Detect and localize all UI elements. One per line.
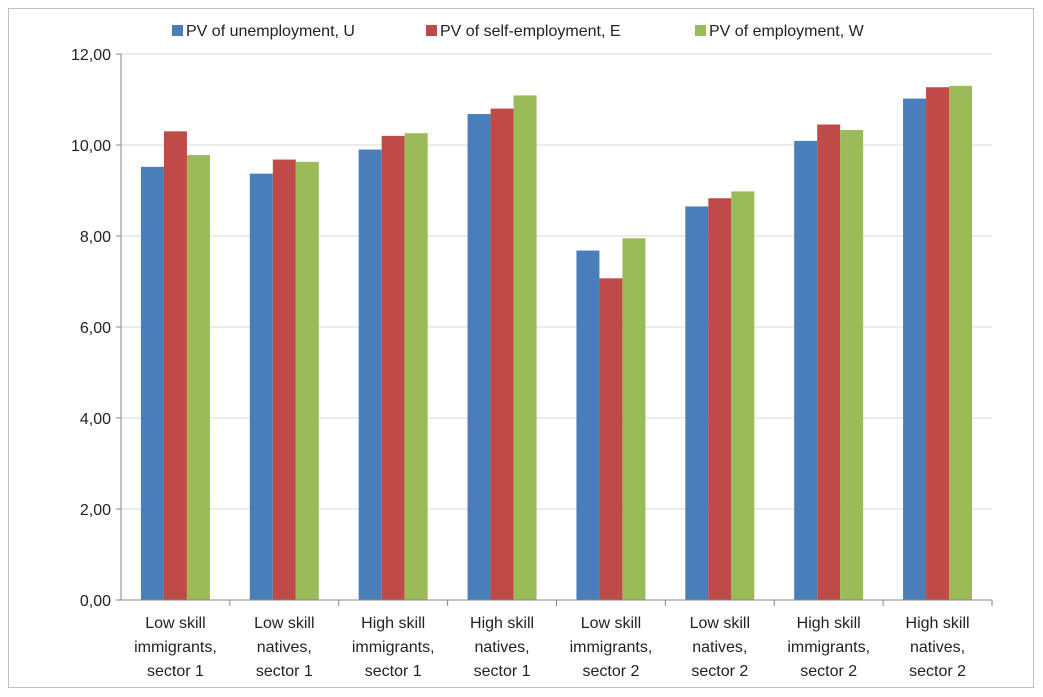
legend-label: PV of unemployment, U [186, 23, 355, 40]
y-tick-label: 10,00 [71, 138, 111, 155]
bar-employment [840, 129, 864, 601]
bar-self-employment [272, 159, 296, 600]
legend-swatch [426, 25, 437, 36]
x-category-label: Low skill natives, sector 1 [254, 615, 314, 680]
y-tick-label: 8,00 [80, 229, 111, 246]
bars [140, 85, 973, 601]
bar-employment [949, 85, 973, 601]
bar-self-employment [926, 87, 950, 601]
legend-label: PV of employment, W [709, 23, 865, 40]
bar-unemployment [903, 98, 927, 600]
bar-self-employment [381, 135, 405, 600]
x-category-label: Low skill immigrants, sector 1 [134, 615, 217, 680]
bar-self-employment [817, 124, 841, 601]
bar-unemployment [685, 206, 709, 601]
x-category-label: Low skill immigrants, sector 2 [570, 615, 653, 680]
x-category-label: Low skill natives, sector 2 [690, 615, 750, 680]
legend-label: PV of self-employment, E [440, 23, 621, 40]
x-category-label: High skill natives, sector 2 [906, 615, 970, 680]
axes [116, 53, 993, 606]
bar-unemployment [249, 173, 273, 601]
bar-employment [622, 238, 646, 600]
bar-employment [295, 161, 319, 600]
bar-employment [404, 133, 428, 601]
x-category-label: High skill natives, sector 1 [470, 615, 534, 680]
y-tick-label: 2,00 [80, 502, 111, 519]
legend-swatch [695, 25, 706, 36]
y-tick-label: 4,00 [80, 411, 111, 428]
legend-swatch [172, 25, 183, 36]
bar-unemployment [576, 250, 600, 600]
bar-self-employment [599, 278, 623, 600]
x-category-label: High skill immigrants, sector 1 [352, 615, 435, 680]
bar-unemployment [467, 114, 491, 600]
x-axis-categories: Low skill immigrants, sector 1 Low skill nat… [134, 615, 969, 680]
bar-unemployment [794, 140, 818, 600]
bar-unemployment [358, 149, 382, 601]
y-axis-ticks: 0,00 2,00 4,00 6,00 8,00 10,00 12,00 [71, 47, 111, 610]
legend: PV of unemployment, U PV of self-employme… [172, 23, 865, 40]
x-category-label: High skill immigrants, sector 2 [787, 615, 870, 680]
bar-self-employment [163, 131, 187, 600]
bar-employment [513, 95, 537, 600]
bar-self-employment [490, 108, 514, 600]
bar-unemployment [140, 166, 164, 600]
bar-employment [731, 191, 755, 600]
y-tick-label: 6,00 [80, 320, 111, 337]
bar-employment [186, 155, 210, 600]
bar-self-employment [708, 198, 732, 601]
y-tick-label: 0,00 [80, 593, 111, 610]
y-tick-label: 12,00 [71, 47, 111, 64]
